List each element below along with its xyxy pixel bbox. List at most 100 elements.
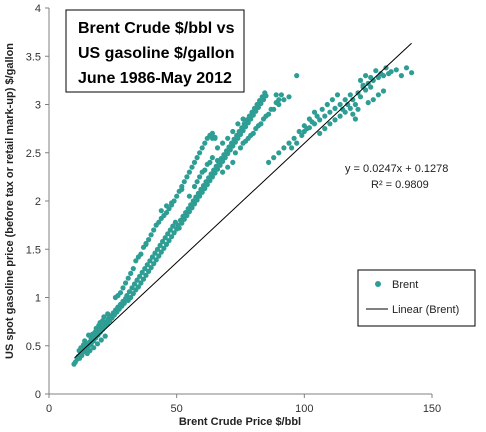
data-point	[311, 109, 318, 115]
data-point	[171, 230, 177, 236]
data-point	[220, 169, 226, 175]
data-point	[139, 269, 145, 275]
x-tick-label: 150	[423, 403, 441, 415]
data-point	[253, 126, 259, 132]
data-point	[255, 104, 261, 110]
y-tick-label: 2.5	[26, 148, 41, 160]
data-point	[230, 159, 236, 165]
data-point	[212, 170, 218, 176]
data-point	[258, 100, 264, 107]
chart-title-line-1: Brent Crude $/bbl vs	[78, 20, 235, 37]
data-point	[230, 128, 236, 135]
data-point	[212, 135, 218, 141]
data-point	[115, 293, 121, 299]
data-point	[327, 121, 333, 127]
series-brent-points	[71, 65, 415, 367]
data-point	[207, 159, 213, 165]
data-point	[360, 82, 366, 88]
data-point	[370, 97, 376, 103]
data-point	[363, 73, 369, 79]
data-point	[179, 220, 185, 226]
data-point	[235, 135, 241, 141]
data-point	[378, 71, 384, 77]
data-point	[294, 73, 300, 79]
data-point	[93, 325, 99, 331]
data-point	[286, 140, 292, 146]
data-point	[232, 139, 238, 145]
y-tick-label: 3.5	[26, 51, 41, 63]
data-point	[299, 132, 305, 138]
x-tick-label: 50	[171, 403, 183, 415]
data-point	[296, 128, 302, 135]
data-point	[202, 167, 208, 173]
data-point	[142, 266, 148, 272]
data-point	[263, 113, 269, 119]
data-point	[166, 238, 172, 244]
data-point	[332, 117, 338, 123]
data-point	[160, 238, 166, 245]
data-point	[137, 273, 143, 279]
data-point	[158, 208, 164, 214]
data-point	[194, 155, 200, 161]
data-point	[186, 169, 192, 175]
data-point	[202, 140, 208, 146]
y-tick-label: 0	[35, 389, 41, 401]
data-point	[91, 345, 97, 351]
y-axis-title: US spot gasoline price (before tax or re…	[4, 43, 16, 359]
data-point	[174, 193, 180, 199]
data-point	[189, 164, 195, 170]
data-point	[120, 285, 126, 291]
data-point	[94, 341, 101, 347]
data-point	[165, 231, 171, 237]
data-point	[294, 140, 300, 146]
data-point	[345, 101, 351, 108]
data-point	[128, 270, 134, 276]
data-point	[189, 205, 195, 211]
data-point	[222, 155, 228, 161]
data-point	[176, 225, 182, 231]
data-point	[158, 249, 164, 255]
data-point	[368, 84, 374, 90]
chart-title-line-2: US gasoline $/gallon	[78, 45, 234, 62]
data-point	[368, 74, 374, 81]
legend-label-linear-brent: Linear (Brent)	[392, 304, 459, 316]
data-point	[225, 151, 231, 157]
data-point	[130, 266, 136, 272]
data-point	[301, 128, 307, 135]
data-point	[266, 159, 272, 165]
data-point	[225, 164, 231, 170]
data-point	[263, 93, 269, 99]
data-point	[273, 92, 279, 98]
data-point	[143, 272, 149, 278]
data-point	[191, 201, 198, 207]
data-point	[276, 97, 282, 103]
data-point	[337, 113, 343, 119]
data-point	[186, 193, 192, 199]
data-point	[340, 106, 346, 112]
data-point	[355, 106, 361, 112]
data-point	[170, 223, 176, 229]
data-point	[248, 132, 254, 138]
data-point	[197, 150, 203, 156]
data-point	[148, 265, 154, 271]
data-point	[388, 69, 394, 75]
data-point	[281, 145, 287, 151]
y-tick-label: 3	[35, 100, 41, 112]
data-point	[202, 185, 208, 192]
data-point	[332, 105, 338, 111]
data-point	[258, 121, 264, 127]
data-point	[240, 128, 246, 134]
data-point	[130, 291, 136, 297]
y-tick-label: 0.5	[26, 341, 41, 353]
data-point	[209, 130, 215, 136]
data-point	[144, 262, 150, 268]
data-point	[227, 147, 233, 153]
data-point	[191, 159, 198, 165]
data-point	[204, 182, 210, 188]
data-point	[163, 210, 170, 216]
data-point	[146, 237, 152, 243]
data-point	[105, 311, 111, 317]
data-point	[140, 276, 147, 282]
x-tick-group: 0 50 100 150	[46, 394, 441, 415]
